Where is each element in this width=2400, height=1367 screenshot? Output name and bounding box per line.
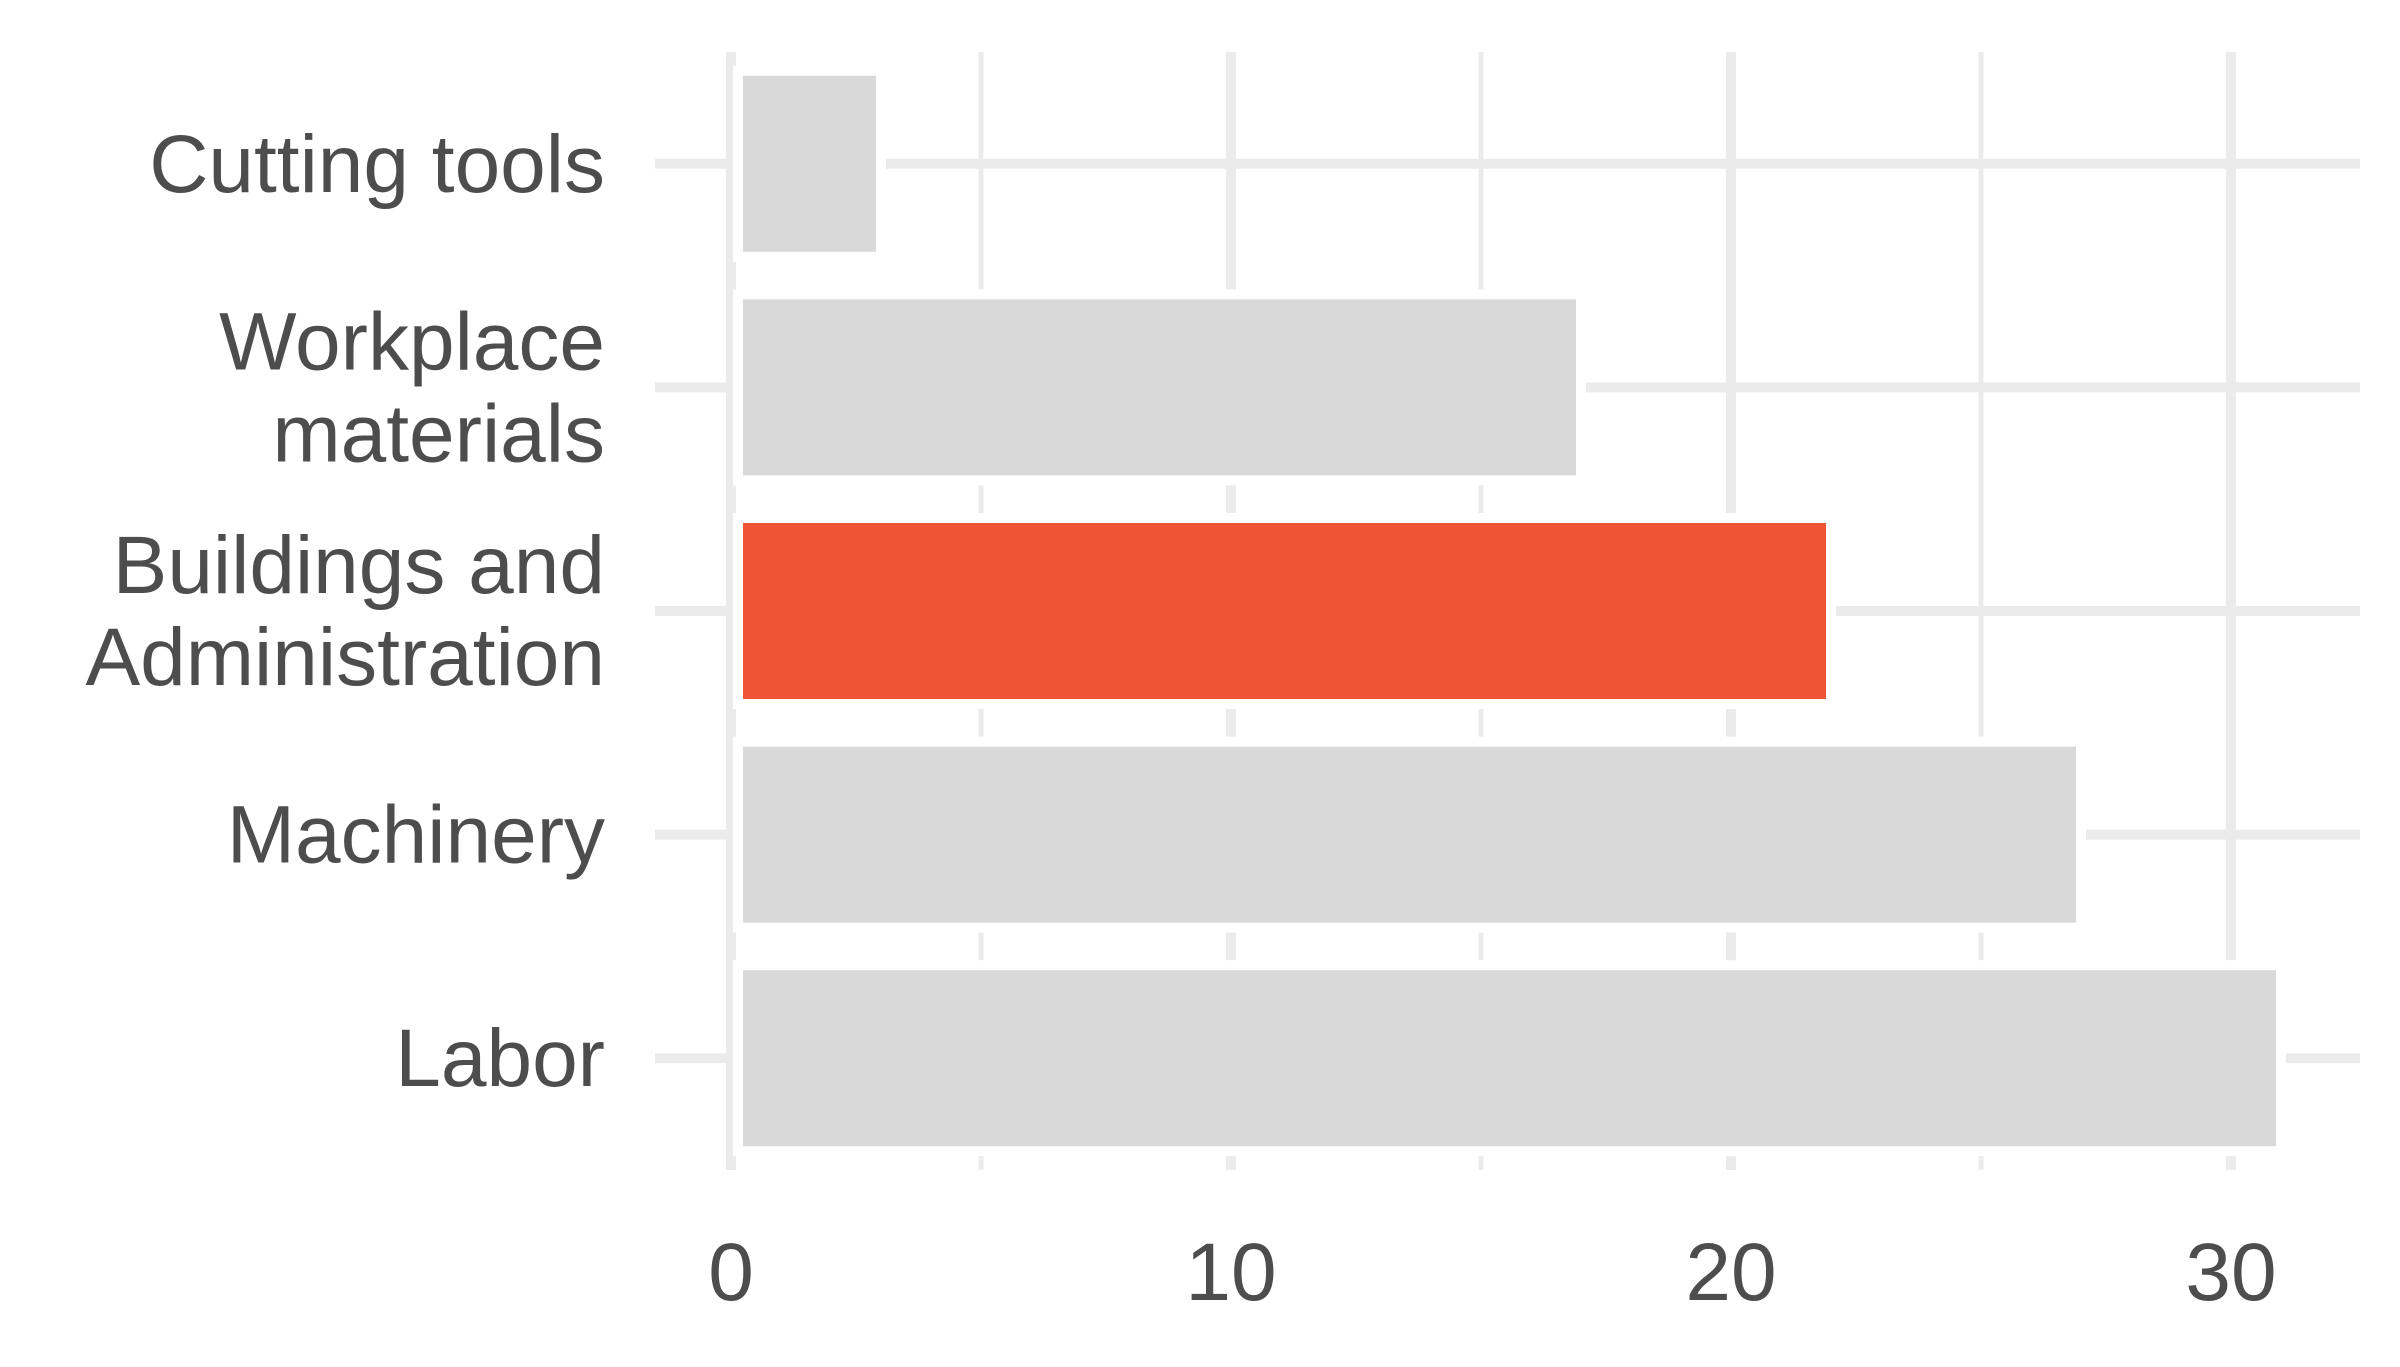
- x-tick-label: 30: [2185, 1227, 2276, 1318]
- bar: [733, 513, 1836, 709]
- bar: [733, 960, 2286, 1157]
- bar: [733, 736, 2086, 933]
- category-labels: Cutting tools Workplace materials Buildings…: [85, 119, 605, 1104]
- category-label: Cutting tools: [149, 119, 605, 210]
- category-label: Labor: [395, 1013, 605, 1104]
- x-tick-label: 10: [1185, 1227, 1276, 1318]
- bars: [733, 65, 2286, 1157]
- x-tick-labels: 0 10 20 30: [708, 1227, 2276, 1318]
- x-tick-label: 0: [708, 1227, 754, 1318]
- bar: [733, 289, 1586, 486]
- x-tick-label: 20: [1685, 1227, 1776, 1318]
- category-label: Buildings and Administration: [85, 520, 605, 703]
- category-label: Workplace materials: [219, 296, 605, 479]
- category-label: Machinery: [227, 790, 605, 881]
- bar: [733, 65, 886, 262]
